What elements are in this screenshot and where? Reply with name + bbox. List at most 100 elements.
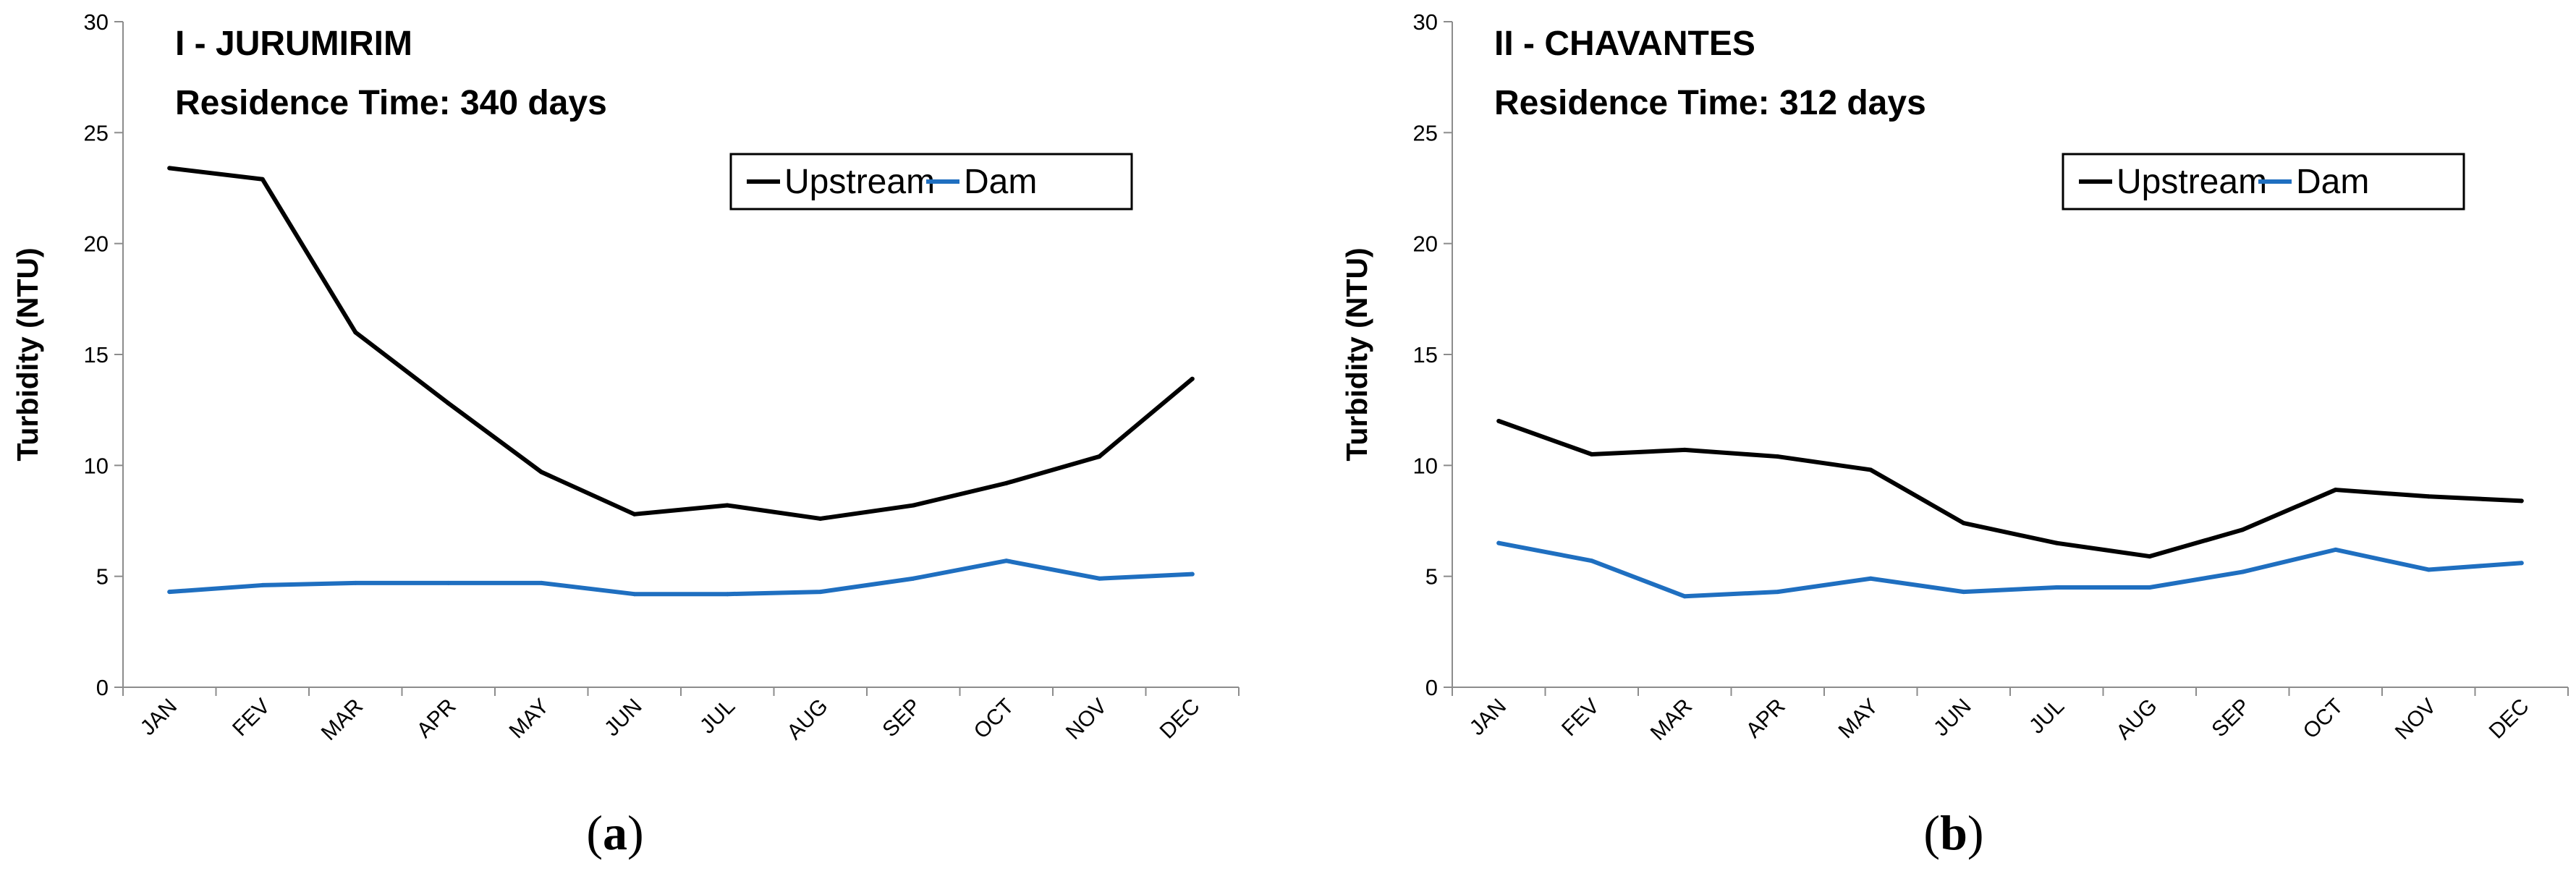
y-axis-title: Turbidity (NTU) bbox=[11, 247, 44, 461]
x-tick-label: AUG bbox=[2111, 694, 2161, 744]
panel-label: (a) bbox=[586, 805, 643, 860]
data-point-dam bbox=[1961, 590, 1966, 595]
y-tick-label: 0 bbox=[96, 675, 109, 700]
x-tick-label: NOV bbox=[1062, 694, 1111, 744]
panel-paren-close: ) bbox=[627, 805, 644, 860]
legend-label-upstream: Upstream bbox=[2117, 163, 2267, 201]
data-point-dam bbox=[167, 590, 172, 595]
data-point-dam bbox=[1190, 572, 1195, 577]
data-point-dam bbox=[2519, 561, 2524, 566]
data-point-dam bbox=[2054, 585, 2059, 590]
x-tick-label: MAY bbox=[1834, 694, 1883, 744]
legend-label-dam: Dam bbox=[964, 163, 1037, 201]
legend-label-dam: Dam bbox=[2296, 163, 2369, 201]
data-point-upstream bbox=[1868, 467, 1873, 472]
panel-letter: b bbox=[1940, 805, 1967, 860]
y-tick-label: 25 bbox=[84, 120, 109, 145]
data-point-upstream bbox=[2240, 527, 2245, 532]
data-point-upstream bbox=[1004, 480, 1009, 485]
panel-letter: a bbox=[603, 805, 627, 860]
data-point-upstream bbox=[1682, 447, 1687, 452]
data-point-upstream bbox=[911, 503, 916, 508]
panel-paren-open: ( bbox=[586, 805, 603, 860]
data-point-dam bbox=[725, 592, 730, 597]
x-tick-label: MAR bbox=[317, 694, 368, 745]
panel-paren-close: ) bbox=[1967, 805, 1984, 860]
data-point-dam bbox=[2333, 547, 2338, 552]
x-tick-label: DEC bbox=[2485, 694, 2534, 744]
data-point-dam bbox=[260, 582, 265, 587]
y-tick-label: 5 bbox=[1425, 564, 1438, 590]
data-point-upstream bbox=[1775, 454, 1780, 459]
series-line-upstream bbox=[167, 166, 1195, 521]
data-point-upstream bbox=[818, 516, 823, 521]
data-point-dam bbox=[539, 580, 544, 585]
data-point-upstream bbox=[167, 166, 172, 171]
data-point-upstream bbox=[1190, 376, 1195, 381]
reservoir-name: II - CHAVANTES bbox=[1494, 25, 1755, 63]
data-point-dam bbox=[446, 580, 451, 585]
x-tick-label: JAN bbox=[136, 694, 182, 740]
data-point-dam bbox=[1097, 576, 1102, 581]
data-point-upstream bbox=[2333, 488, 2338, 493]
x-tick-label: FEV bbox=[228, 694, 275, 742]
data-point-upstream bbox=[353, 330, 358, 335]
x-tick-label: SEP bbox=[878, 694, 925, 742]
residence-time-note: Residence Time: 340 days bbox=[175, 84, 607, 122]
x-tick-label: OCT bbox=[2299, 694, 2348, 744]
data-point-upstream bbox=[632, 511, 637, 517]
x-tick-label: OCT bbox=[970, 694, 1019, 744]
y-tick-label: 10 bbox=[1413, 453, 1438, 478]
data-point-upstream bbox=[725, 503, 730, 508]
data-point-upstream bbox=[2426, 494, 2431, 499]
x-tick-label: AUG bbox=[782, 694, 832, 744]
panel-paren-open: ( bbox=[1923, 805, 1940, 860]
data-point-dam bbox=[911, 576, 916, 581]
data-point-dam bbox=[2240, 569, 2245, 574]
data-point-upstream bbox=[260, 177, 265, 182]
y-tick-label: 15 bbox=[84, 342, 109, 367]
chart-panel-b: 0 5 10 15 20 25 30 JAN FEV MAR APR MAY JUN JUL AUG SEP O… bbox=[1340, 9, 2569, 860]
data-point-upstream bbox=[1097, 454, 1102, 459]
data-point-upstream bbox=[1589, 452, 1594, 456]
x-tick-label: JUL bbox=[2025, 694, 2069, 739]
data-point-dam bbox=[353, 580, 358, 585]
y-tick-label: 5 bbox=[96, 564, 109, 590]
chart-panel-a: 0 5 10 15 20 25 30 JAN FEV MAR APR MAY JUN JUL AUG SEP O… bbox=[11, 9, 1240, 860]
x-tick-label: JAN bbox=[1465, 694, 1511, 740]
y-tick-label: 20 bbox=[84, 231, 109, 257]
data-point-dam bbox=[2426, 567, 2431, 572]
x-tick-label: MAR bbox=[1646, 694, 1697, 745]
x-tick-label: JUL bbox=[695, 694, 740, 739]
legend: Upstream Dam bbox=[729, 153, 1133, 211]
y-tick-label: 0 bbox=[1425, 675, 1438, 700]
data-point-dam bbox=[632, 592, 637, 597]
x-tick-label: JUN bbox=[1929, 694, 1976, 742]
y-tick-label: 30 bbox=[84, 9, 109, 35]
data-point-upstream bbox=[446, 401, 451, 406]
data-point-dam bbox=[1004, 558, 1009, 564]
residence-time-note: Residence Time: 312 days bbox=[1494, 84, 1926, 122]
x-tick-label: APR bbox=[412, 694, 461, 743]
x-tick-label: SEP bbox=[2207, 694, 2255, 742]
series-line-upstream bbox=[1496, 419, 2524, 559]
y-tick-label: 10 bbox=[84, 453, 109, 478]
data-point-upstream bbox=[2054, 540, 2059, 545]
y-tick-label: 15 bbox=[1413, 342, 1438, 367]
data-point-dam bbox=[1496, 540, 1501, 545]
data-point-upstream bbox=[1961, 521, 1966, 526]
y-tick-label: 25 bbox=[1413, 120, 1438, 145]
data-point-dam bbox=[1868, 576, 1873, 581]
data-point-dam bbox=[1775, 590, 1780, 595]
data-point-dam bbox=[818, 590, 823, 595]
x-tick-label: MAY bbox=[504, 694, 554, 744]
data-point-upstream bbox=[2519, 498, 2524, 504]
data-point-dam bbox=[1589, 558, 1594, 564]
legend-label-upstream: Upstream bbox=[784, 163, 935, 201]
data-point-upstream bbox=[2147, 554, 2152, 559]
x-tick-label: APR bbox=[1742, 694, 1790, 743]
x-tick-label: FEV bbox=[1557, 694, 1604, 742]
panel-label: (b) bbox=[1923, 805, 1983, 860]
data-point-dam bbox=[1682, 594, 1687, 599]
